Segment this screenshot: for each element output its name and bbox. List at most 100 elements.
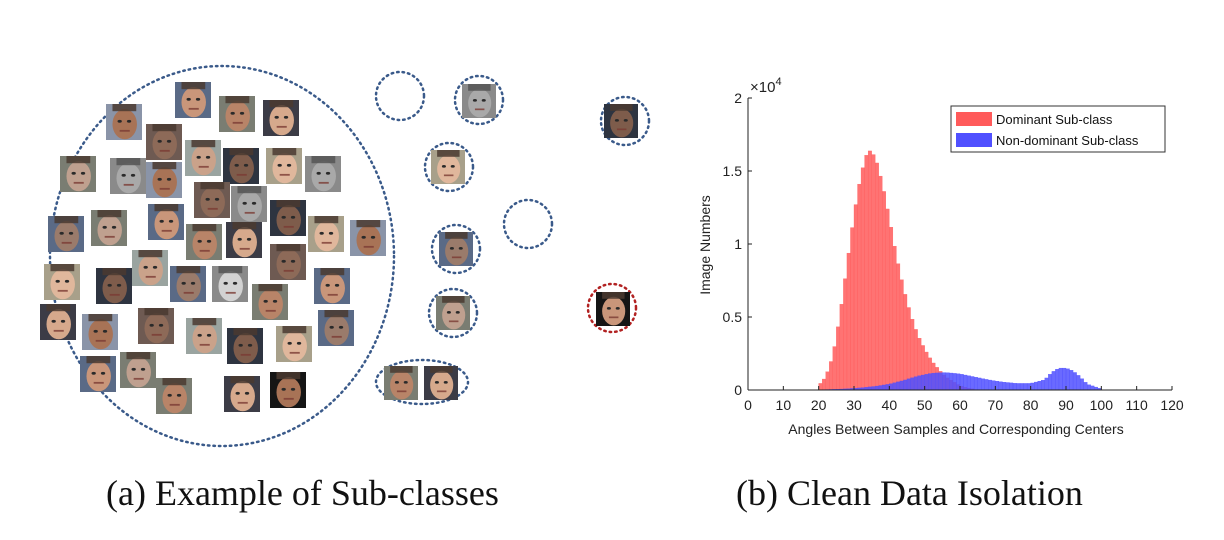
non-dominant-bar (970, 376, 975, 391)
non-dominant-bar (920, 374, 925, 391)
non-dominant-bar (1083, 382, 1088, 391)
sub-class-circle (423, 141, 475, 193)
dominant-bar (860, 167, 865, 391)
face-thumbnail (431, 150, 465, 184)
dominant-bar (867, 150, 872, 391)
chart-legend: Dominant Sub-class Non-dominant Sub-clas… (950, 105, 1166, 153)
x-tick-label: 0 (744, 397, 752, 413)
y-axis-multiplier: ×104 (750, 76, 782, 96)
non-dominant-bar (977, 377, 982, 391)
face-thumbnail (40, 304, 76, 340)
chart-axes (747, 97, 1173, 391)
y-tick-label: 1.5 (723, 163, 743, 179)
dominant-bar (878, 175, 883, 391)
non-dominant-bar (995, 380, 1000, 391)
non-dominant-bar (871, 386, 876, 391)
non-dominant-bar (889, 383, 894, 391)
non-dominant-bar (1044, 377, 1049, 391)
sub-class-illustration (40, 64, 651, 448)
sub-class-circle (427, 287, 479, 339)
legend-swatch-dominant (956, 112, 992, 126)
non-dominant-bar (1034, 381, 1038, 391)
dominant-bar (832, 346, 837, 391)
non-dominant-bar (1051, 371, 1056, 391)
non-dominant-bar (1037, 380, 1042, 391)
legend-swatch-non-dominant (956, 133, 992, 147)
face-thumbnail (266, 148, 302, 184)
non-dominant-bar (963, 374, 968, 391)
non-dominant-bar (938, 372, 943, 391)
x-tick-label: 40 (882, 397, 898, 413)
x-tick-label: 30 (846, 397, 862, 413)
legend-label-dominant: Dominant Sub-class (996, 112, 1113, 127)
face-thumbnail (263, 100, 299, 136)
y-tick-label: 1 (734, 236, 742, 252)
face-thumbnail (604, 104, 638, 138)
dominant-bar (846, 252, 851, 391)
face-thumbnail (148, 204, 184, 240)
face-thumbnail (186, 318, 222, 354)
dominant-bar (839, 304, 844, 391)
sub-class-circle (599, 95, 651, 147)
face-thumbnail (314, 268, 350, 304)
x-tick-label: 80 (1023, 397, 1039, 413)
non-dominant-bar (1048, 374, 1053, 391)
non-dominant-bar (935, 372, 939, 391)
x-tick-label: 70 (988, 397, 1004, 413)
non-dominant-bar (1087, 384, 1091, 391)
face-thumbnail (96, 268, 132, 304)
x-tick-label: 20 (811, 397, 827, 413)
dominant-bar (829, 361, 833, 391)
face-thumbnail (276, 326, 312, 362)
dominant-bar (853, 204, 858, 391)
non-dominant-bar (1030, 382, 1035, 391)
face-thumbnail (305, 156, 341, 192)
non-dominant-bar (1079, 378, 1084, 391)
non-dominant-bar (966, 375, 971, 391)
non-dominant-bar (1058, 367, 1063, 391)
non-dominant-bar (1069, 370, 1074, 391)
face-thumbnail (185, 140, 221, 176)
caption-a: (a) Example of Sub-classes (106, 473, 499, 513)
non-dominant-bar (910, 377, 915, 391)
dominant-bar (896, 263, 901, 391)
tick-labels: 0 10 20 30 40 50 60 70 80 90 100 110 120 0 0.5 1 1.5 2 (723, 90, 1184, 413)
x-axis-label: Angles Between Samples and Corresponding… (788, 421, 1123, 437)
non-dominant-bar (1002, 382, 1007, 391)
face-thumbnail (252, 284, 288, 320)
non-dominant-bar (906, 378, 911, 391)
non-dominant-bar (1026, 383, 1031, 391)
caption-b: (b) Clean Data Isolation (736, 473, 1083, 513)
non-dominant-bar (991, 380, 996, 391)
face-thumbnail (106, 104, 142, 140)
non-dominant-bar (1005, 382, 1010, 391)
sub-class-circle (453, 74, 505, 126)
face-thumbnail (44, 264, 80, 300)
dominant-bar (843, 278, 848, 391)
dominant-bar (822, 378, 826, 391)
dominant-bar (906, 307, 911, 391)
x-tick-label: 60 (952, 397, 968, 413)
face-thumbnail (132, 250, 168, 286)
non-dominant-bar (1009, 382, 1014, 391)
non-dominant-bar (1023, 383, 1028, 391)
dominant-bar (875, 162, 879, 391)
non-dominant-bar (875, 385, 879, 391)
non-dominant-bar (882, 384, 886, 391)
non-dominant-bar (981, 378, 985, 391)
face-thumbnail (120, 352, 156, 388)
non-dominant-bar (1072, 372, 1077, 391)
face-thumbnail (219, 96, 255, 132)
face-thumbnail (110, 158, 146, 194)
face-thumbnail (384, 366, 418, 400)
face-thumbnail (146, 124, 182, 160)
non-dominant-bar (945, 372, 950, 391)
non-dominant-bar (959, 374, 964, 391)
non-dominant-bar (949, 372, 954, 391)
y-tick-label: 2 (734, 90, 742, 106)
x-tick-label: 110 (1126, 397, 1149, 413)
non-dominant-bar (1076, 375, 1081, 391)
face-thumbnail (270, 372, 306, 408)
face-thumbnail (436, 296, 470, 330)
x-tick-label: 120 (1160, 397, 1184, 413)
